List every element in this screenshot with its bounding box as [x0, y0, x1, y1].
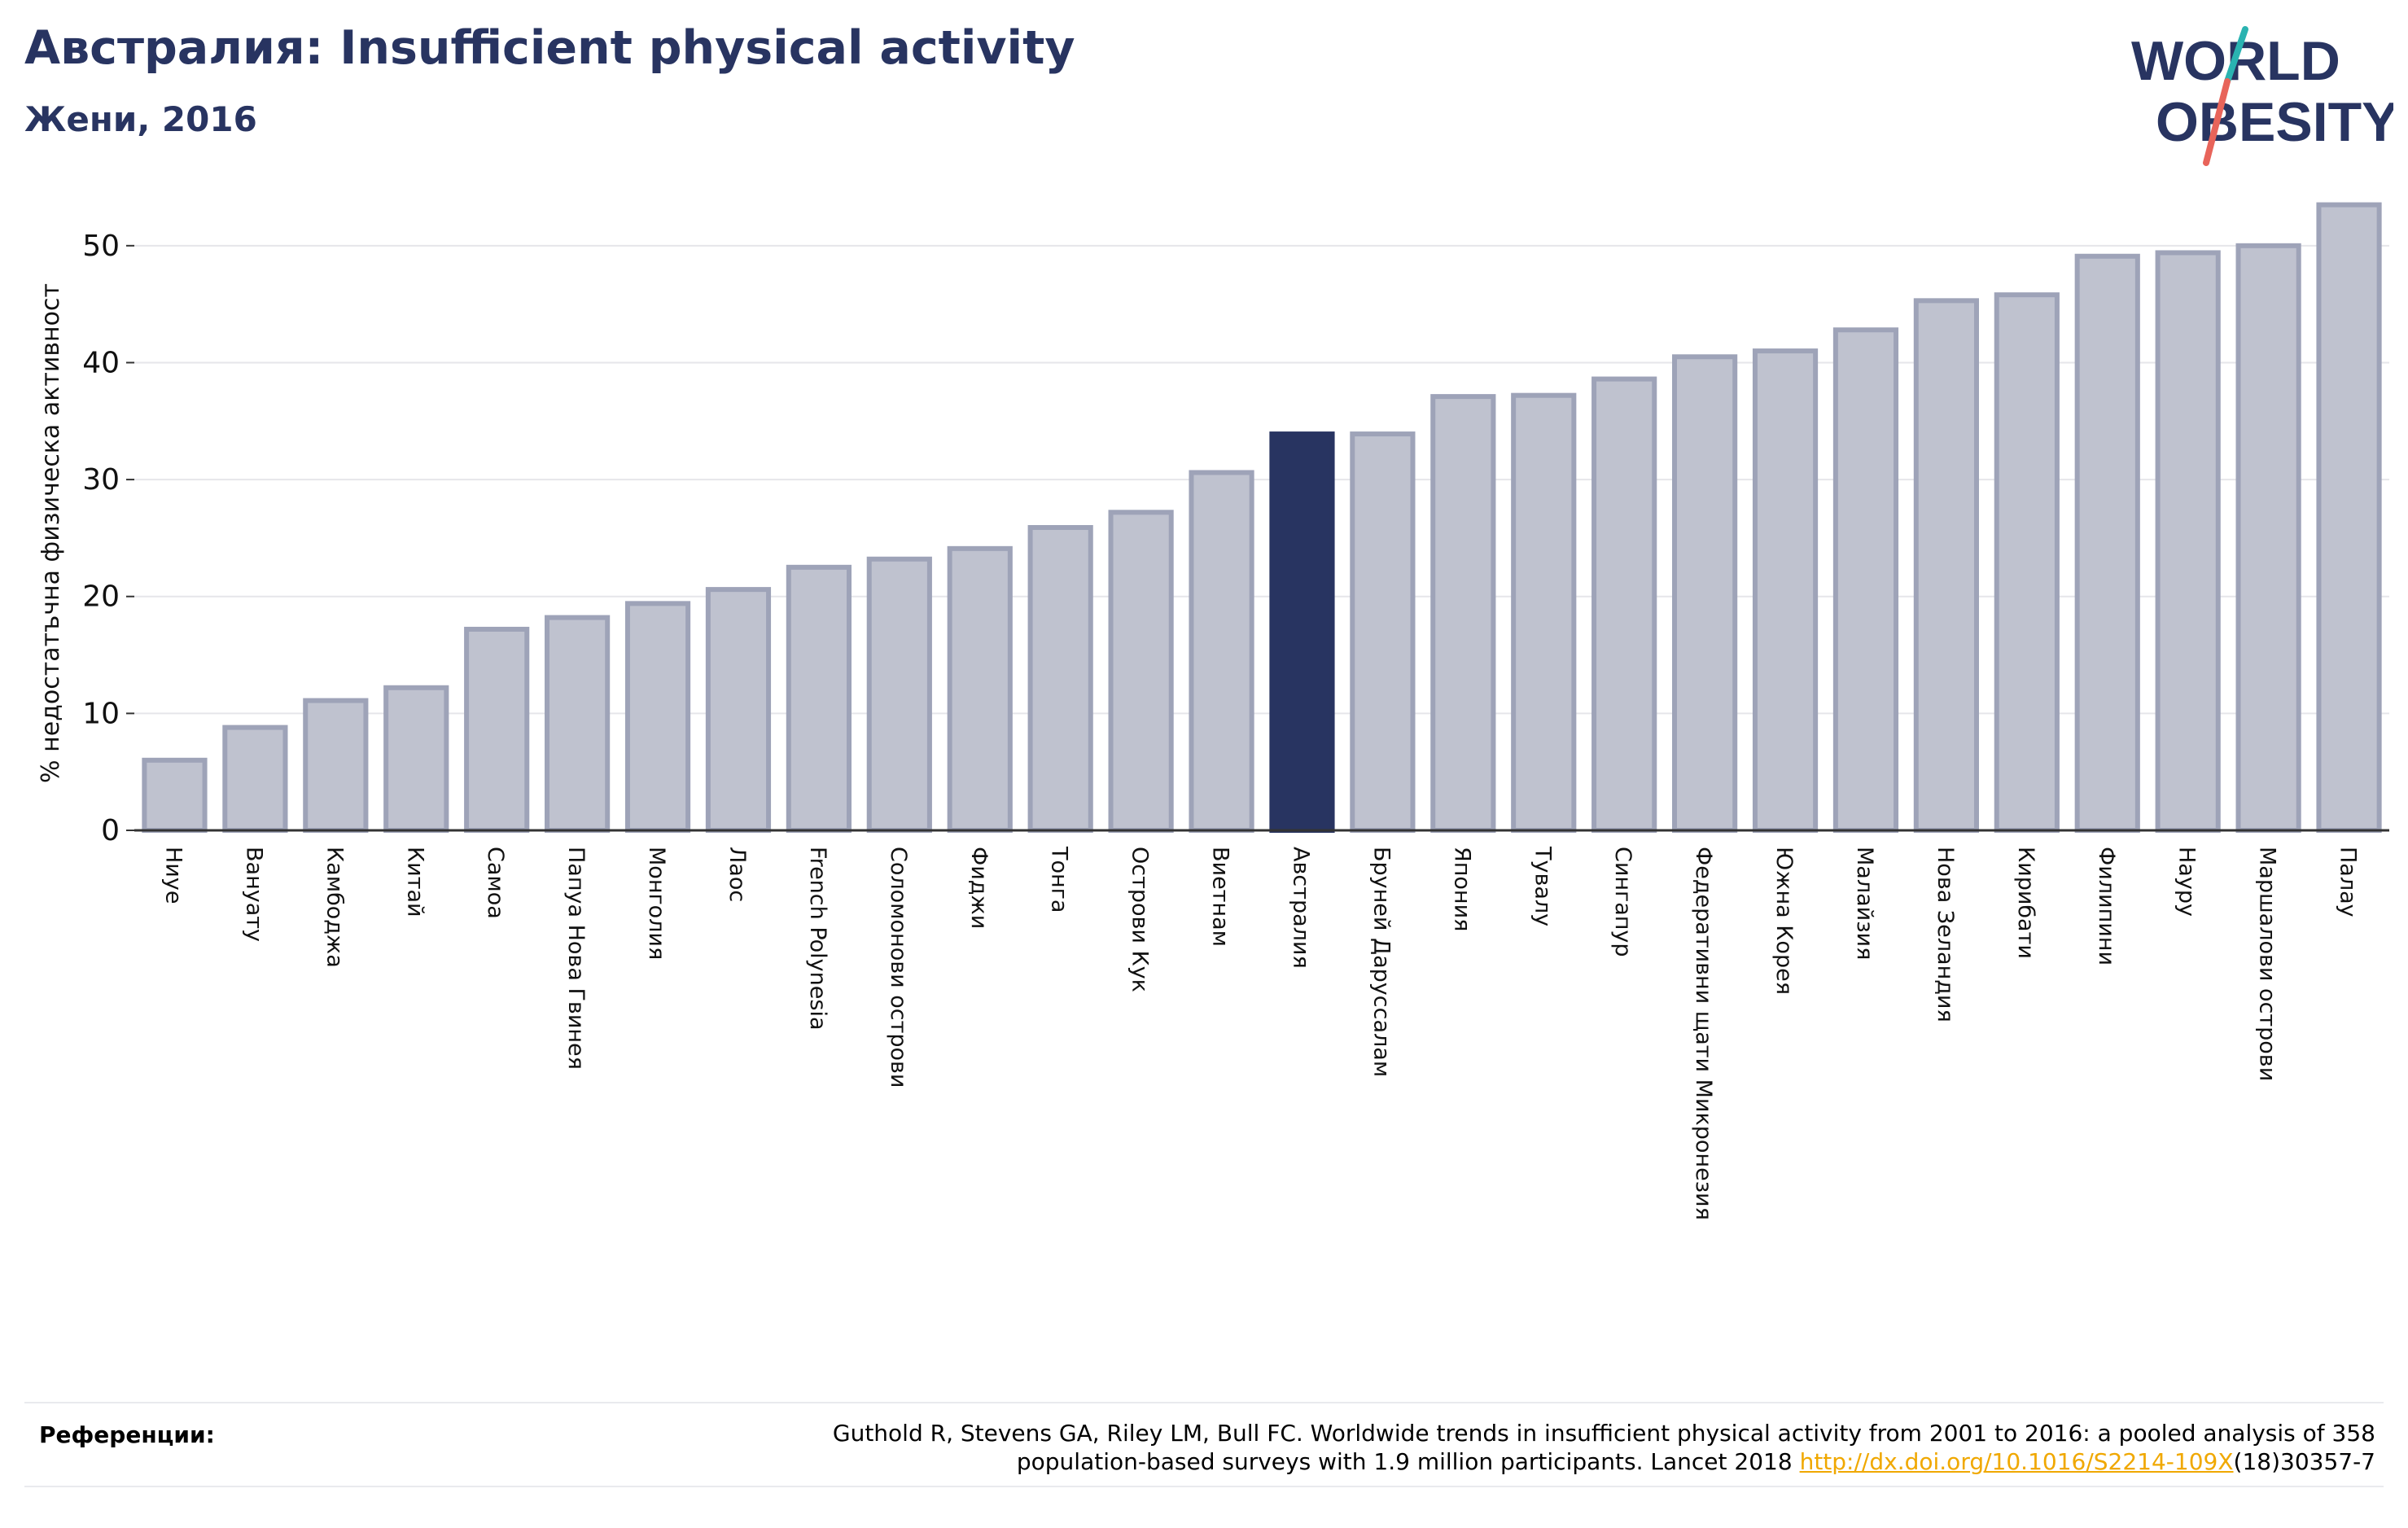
x-tick-label: Сингапур: [1610, 847, 1635, 957]
x-tick-label: Бруней Даруссалам: [1368, 847, 1394, 1077]
x-tick-label: Науру: [2174, 847, 2200, 917]
bar-15: [1269, 431, 1335, 834]
bar-11: [947, 545, 1013, 833]
x-tick-label: Нова Зеландия: [1933, 847, 1958, 1022]
x-tick-label: Виетнам: [1208, 847, 1233, 947]
logo-slash-bottom: [2203, 78, 2231, 166]
logo-word-obesity: OBESITY: [2156, 91, 2393, 153]
bar-6: [545, 615, 611, 834]
chart-subtitle: Жени, 2016: [24, 99, 257, 139]
bar-18: [1511, 392, 1577, 833]
bar-12: [1027, 524, 1093, 833]
y-tick-label: 40: [82, 346, 120, 379]
bar-8: [705, 587, 772, 833]
x-tick-label: Филипини: [2094, 847, 2119, 965]
x-tick-label: Южна Корея: [1771, 847, 1797, 995]
x-tick-label: Кирибати: [2013, 847, 2038, 959]
x-tick-label: Лаос: [725, 847, 750, 902]
references-top-divider: [24, 1402, 2384, 1403]
x-tick-label: Тувалу: [1530, 846, 1555, 926]
bar-14: [1189, 470, 1254, 833]
bar-28: [2316, 202, 2382, 833]
x-tick-label: Федеративни щати Микронезия: [1691, 847, 1716, 1220]
references-bottom-divider: [24, 1486, 2384, 1487]
x-tick-label: Соломонови острови: [886, 847, 911, 1088]
bar-10: [866, 556, 932, 833]
bar-25: [2074, 253, 2140, 833]
y-tick-label: 50: [82, 230, 120, 263]
world-obesity-logo: WORLD OBESITY: [2131, 26, 2393, 166]
x-tick-label: Ниуе: [160, 847, 186, 904]
reference-doi-link[interactable]: http://dx.doi.org/10.1016/S2214-109X: [1799, 1448, 2234, 1475]
y-tick-label: 30: [82, 463, 120, 497]
bar-4: [383, 685, 449, 833]
bar-24: [1994, 292, 2060, 833]
x-tick-label: Япония: [1449, 847, 1474, 931]
x-tick-label: Малайзия: [1852, 847, 1877, 960]
x-tick-label: Палау: [2336, 847, 2361, 917]
x-tick-label: Тонга: [1047, 846, 1072, 913]
y-tick-label: 0: [101, 814, 120, 847]
reference-line-2: population-based surveys with 1.9 millio…: [503, 1447, 2375, 1476]
bar-7: [624, 601, 691, 833]
x-tick-label: Австралия: [1288, 847, 1313, 969]
logo-slash-top: [2224, 26, 2248, 85]
bar-17: [1430, 394, 1496, 834]
y-axis-label: % недостатъчна физическа активност: [37, 283, 65, 783]
bar-21: [1752, 348, 1819, 834]
bar-13: [1108, 510, 1174, 833]
y-tick-label: 10: [82, 697, 120, 730]
x-tick-label: Монголия: [644, 847, 669, 960]
x-tick-label: Камбоджа: [322, 847, 347, 968]
bar-23: [1913, 298, 1979, 833]
bar-2: [222, 725, 288, 833]
x-tick-label: Фиджи: [966, 847, 992, 929]
reference-line-2-suffix: (18)30357-7: [2233, 1448, 2375, 1475]
bar-26: [2155, 250, 2221, 834]
references-label: Референции:: [39, 1421, 215, 1448]
bar-3: [303, 698, 369, 834]
x-tick-label: Маршалови острови: [2255, 847, 2280, 1081]
reference-line-2-prefix: population-based surveys with 1.9 millio…: [1016, 1448, 1800, 1475]
chart-title: Австралия: Insufficient physical activit…: [24, 21, 1075, 75]
bar-19: [1591, 376, 1657, 833]
bar-20: [1672, 354, 1738, 834]
references-text: Guthold R, Stevens GA, Riley LM, Bull FC…: [503, 1419, 2375, 1476]
bar-9: [786, 564, 852, 833]
y-tick-label: 20: [82, 580, 120, 614]
x-tick-label: Папуа Нова Гвинея: [563, 847, 589, 1070]
x-tick-label: French Polynesia: [805, 847, 830, 1031]
bar-22: [1832, 327, 1899, 833]
bar-5: [464, 626, 530, 833]
bar-16: [1350, 431, 1416, 834]
bar-chart: 0 10 20 30 40 50 % недостатъчна физическа акти…: [37, 202, 2389, 1220]
x-tick-label: Самоа: [483, 847, 508, 919]
reference-line-1: Guthold R, Stevens GA, Riley LM, Bull FC…: [832, 1420, 2375, 1447]
bar-27: [2235, 243, 2301, 833]
bar-1: [142, 757, 208, 833]
x-tick-label: Вануату: [241, 847, 266, 942]
x-tick-label: Китай: [402, 847, 427, 917]
x-tick-label: Острови Кук: [1127, 847, 1153, 992]
